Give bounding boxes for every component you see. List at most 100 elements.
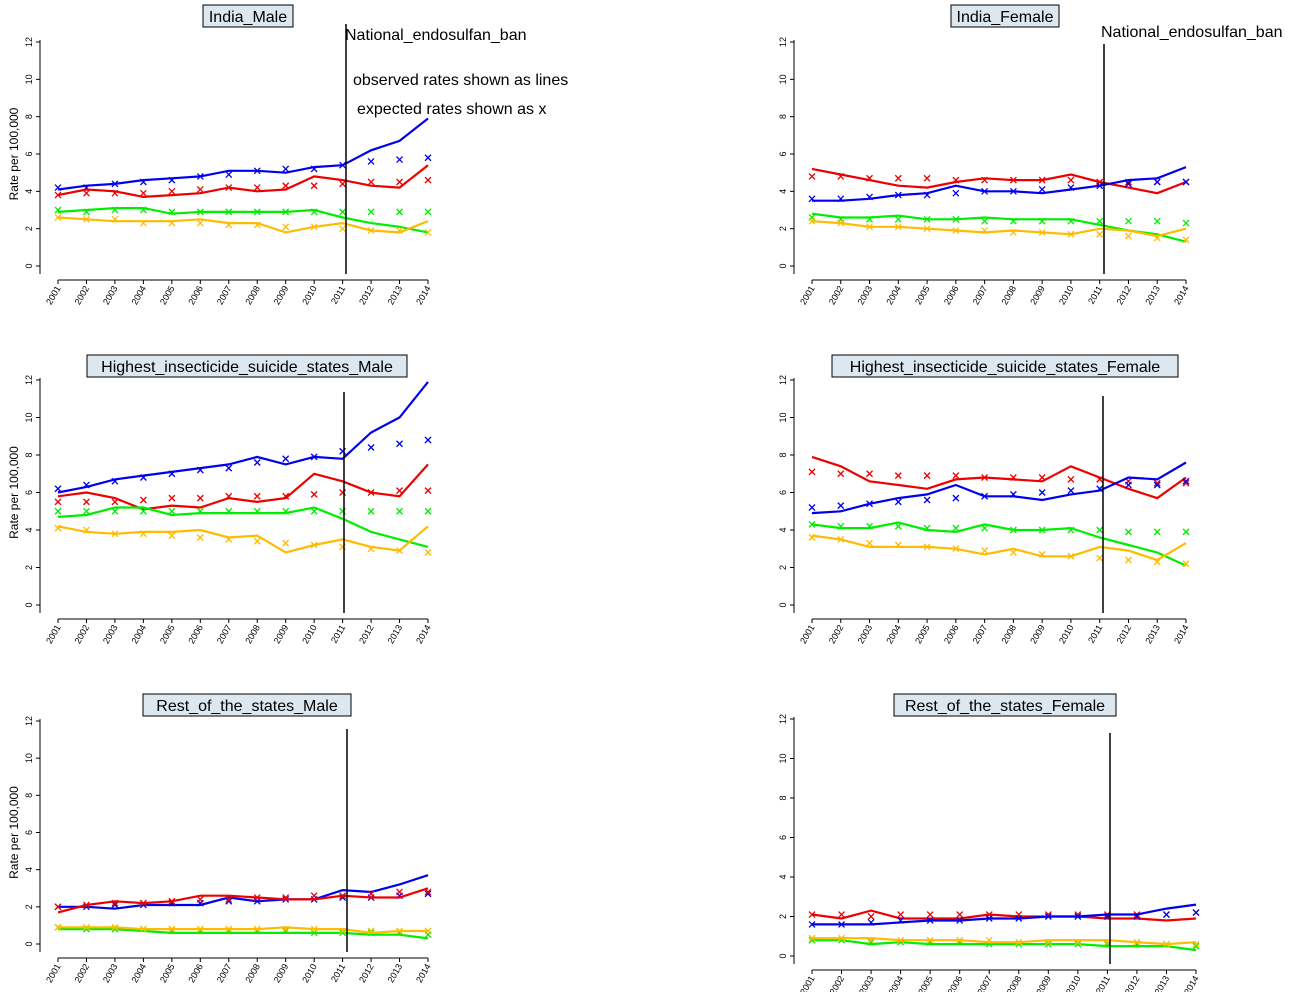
- expected-marker: [956, 911, 964, 918]
- expected-marker: [808, 920, 816, 928]
- expected-marker: [168, 470, 176, 478]
- observed-line: [57, 216, 429, 234]
- ban-annotation-label: National_endosulfan_ban: [345, 27, 526, 44]
- expected-marker: [1133, 913, 1141, 920]
- expected-marker: [894, 541, 902, 549]
- expected-marker: [111, 530, 119, 538]
- x-tick-label: 2008: [999, 623, 1018, 645]
- expected-marker: [866, 223, 873, 231]
- panel-3: 0 2 4 6 8 10 12 2001 2002 2003 2004 2005 2006 2007 200…: [7, 354, 433, 645]
- expected-marker: [396, 507, 403, 515]
- ban-annotation-label-female: National_endosulfan_ban: [1101, 24, 1282, 41]
- expected-marker: [225, 897, 233, 905]
- expected-marker: [54, 184, 62, 192]
- expected-marker: [83, 507, 90, 515]
- panel-title: India_Female: [950, 4, 1060, 28]
- x-tick-label: 2009: [272, 284, 291, 306]
- x-tick-label: 2010: [300, 962, 319, 984]
- expected-marker: [54, 524, 62, 532]
- expected-marker: [1009, 228, 1017, 236]
- expected-marker: [396, 227, 403, 234]
- x-tick-label: 2012: [357, 962, 376, 984]
- y-tick-label: 10: [778, 74, 788, 84]
- expected-marker: [838, 920, 845, 928]
- expected-marker: [1125, 528, 1132, 536]
- expected-marker: [1125, 556, 1132, 564]
- expected-marker: [866, 539, 873, 547]
- expected-marker: [282, 182, 290, 190]
- x-tick-label: 2003: [856, 623, 875, 645]
- expected-marker: [111, 901, 119, 909]
- expected-marker: [339, 225, 347, 233]
- expected-marker: [1038, 489, 1046, 496]
- expected-marker: [225, 184, 233, 192]
- y-tick-label: 2: [24, 904, 34, 909]
- expected-marker: [1009, 526, 1017, 534]
- expected-marker: [310, 892, 318, 900]
- expected-marker: [139, 219, 147, 227]
- x-tick-label: 2006: [186, 284, 205, 306]
- panel-title: Rest_of_the_states_Male: [142, 693, 352, 717]
- expected-marker: [424, 176, 432, 184]
- x-tick-label: 2007: [215, 284, 234, 306]
- expected-marker: [396, 487, 403, 495]
- x-tick-label: 2008: [243, 962, 262, 984]
- expected-marker: [808, 195, 816, 203]
- observed-line: [57, 117, 429, 191]
- y-tick-label: 12: [24, 716, 34, 726]
- x-tick-label: 2012: [1115, 284, 1134, 306]
- y-tick-label: 2: [24, 226, 34, 231]
- x-tick-label: 2013: [386, 962, 405, 984]
- expected-marker: [367, 545, 375, 553]
- expected-marker: [1133, 938, 1141, 946]
- panel-title-text: Highest_insecticide_suicide_states_Male: [101, 359, 393, 376]
- x-tick-label: 2012: [1115, 623, 1134, 645]
- y-tick-label: 8: [778, 452, 788, 457]
- y-tick-label: 10: [778, 412, 788, 422]
- expected-marker: [981, 187, 989, 195]
- expected-marker: [54, 485, 62, 493]
- expected-marker: [310, 182, 318, 190]
- expected-marker: [168, 219, 176, 227]
- x-tick-label: 2011: [1086, 623, 1104, 645]
- x-tick-label: 2009: [272, 962, 291, 984]
- y-tick-label: 8: [778, 795, 788, 800]
- expected-marker: [310, 208, 318, 216]
- observed-line: [57, 887, 429, 914]
- x-tick-label: 2010: [1064, 974, 1083, 992]
- expected-marker: [282, 208, 290, 216]
- expected-marker: [424, 154, 432, 162]
- expected-marker: [1153, 234, 1161, 242]
- y-tick-label: 0: [24, 263, 34, 268]
- x-tick-label: 2008: [243, 623, 262, 645]
- expected-marker: [1044, 940, 1052, 948]
- expected-marker: [866, 174, 873, 182]
- expected-marker: [253, 492, 261, 500]
- expected-marker: [253, 459, 261, 466]
- expected-marker: [396, 208, 403, 216]
- expected-note: expected rates shown as x: [357, 101, 546, 118]
- expected-marker: [981, 524, 989, 532]
- expected-marker: [196, 895, 204, 903]
- x-tick-label: 2009: [1028, 623, 1047, 645]
- x-tick-label: 2003: [101, 962, 120, 984]
- expected-marker: [139, 474, 147, 481]
- y-tick-label: 4: [24, 189, 34, 194]
- expected-marker: [168, 208, 176, 216]
- y-tick-label: 6: [24, 490, 34, 495]
- expected-marker: [1067, 526, 1075, 534]
- expected-marker: [168, 507, 176, 515]
- expected-marker: [253, 221, 261, 229]
- y-tick-label: 2: [778, 914, 788, 919]
- panel-title-text: India_Male: [209, 9, 287, 26]
- expected-marker: [952, 472, 960, 480]
- expected-marker: [253, 925, 261, 933]
- expected-marker: [1096, 554, 1104, 562]
- expected-marker: [424, 888, 432, 896]
- expected-marker: [196, 208, 204, 216]
- expected-marker: [225, 171, 233, 178]
- expected-marker: [867, 918, 875, 926]
- x-tick-label: 2006: [942, 623, 961, 645]
- expected-marker: [367, 158, 375, 165]
